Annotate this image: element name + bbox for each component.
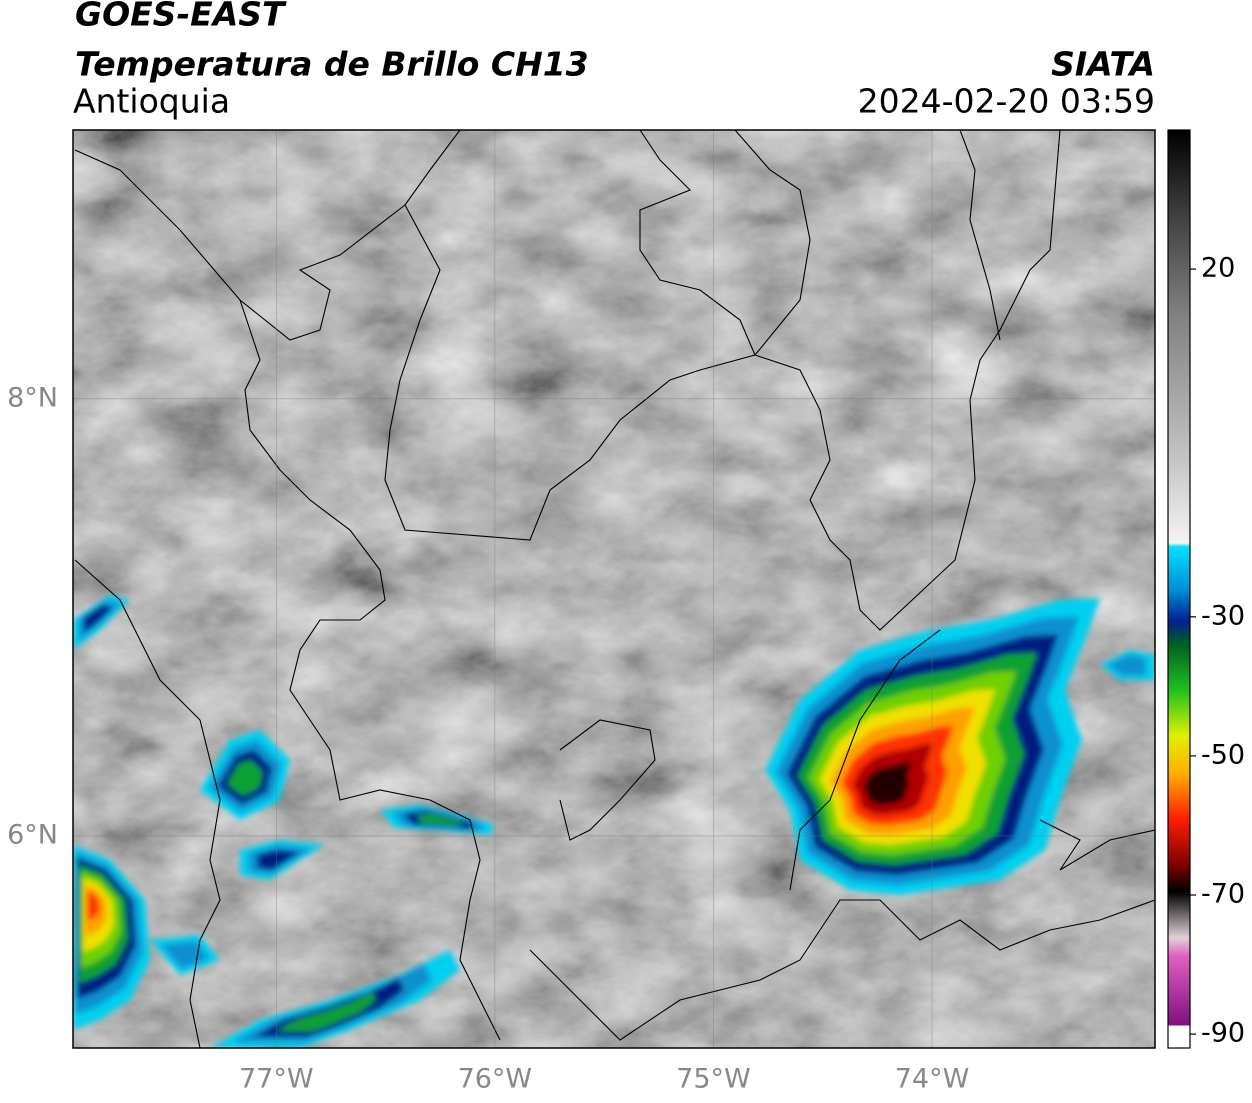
- datetime: 2024-02-20 03:59: [858, 82, 1155, 121]
- map: [73, 130, 1155, 1048]
- convection: [73, 595, 1155, 1048]
- cloud-top: [257, 850, 300, 870]
- map-frame: [72, 129, 1156, 1049]
- graticule: [73, 130, 1155, 1048]
- source: SIATA: [1051, 45, 1155, 84]
- lon-tick-label: 75°W: [676, 1064, 751, 1095]
- lon-tick-label: 74°W: [895, 1064, 970, 1095]
- cloud-top: [84, 605, 113, 633]
- colorbar-tick-label: 20: [1201, 253, 1235, 284]
- cloud-top: [416, 814, 462, 826]
- colorbar: [1167, 129, 1191, 1049]
- borders: [74, 130, 1155, 1048]
- cloud-top: [160, 941, 210, 969]
- colorbar-tick-label: -50: [1201, 739, 1245, 770]
- subtitle: Temperatura de Brillo CH13: [75, 45, 589, 84]
- colorbar-ticks: 20 -30 -50 -70 -90: [1190, 253, 1245, 1049]
- lon-tick-label: 76°W: [458, 1064, 533, 1095]
- cloud-texture: [73, 130, 1155, 1048]
- lat-tick-label: 6°N: [7, 819, 58, 850]
- cloud-top: [863, 762, 912, 806]
- colorbar-tick-label: -30: [1201, 600, 1245, 631]
- lon-tick-label: 77°W: [239, 1064, 314, 1095]
- title: GOES-EAST: [75, 0, 287, 34]
- lat-tick-label: 8°N: [7, 382, 58, 413]
- cloud-top: [276, 992, 376, 1032]
- cloud-top: [1107, 654, 1146, 676]
- cloud-top: [254, 978, 404, 1037]
- cloud-top: [78, 600, 122, 642]
- colorbar-tick-label: -70: [1201, 879, 1245, 910]
- cloud-top: [227, 760, 263, 796]
- cloud-top: [87, 891, 100, 921]
- region: Antioquia: [73, 82, 230, 121]
- colorbar-tick-label: -90: [1201, 1018, 1245, 1049]
